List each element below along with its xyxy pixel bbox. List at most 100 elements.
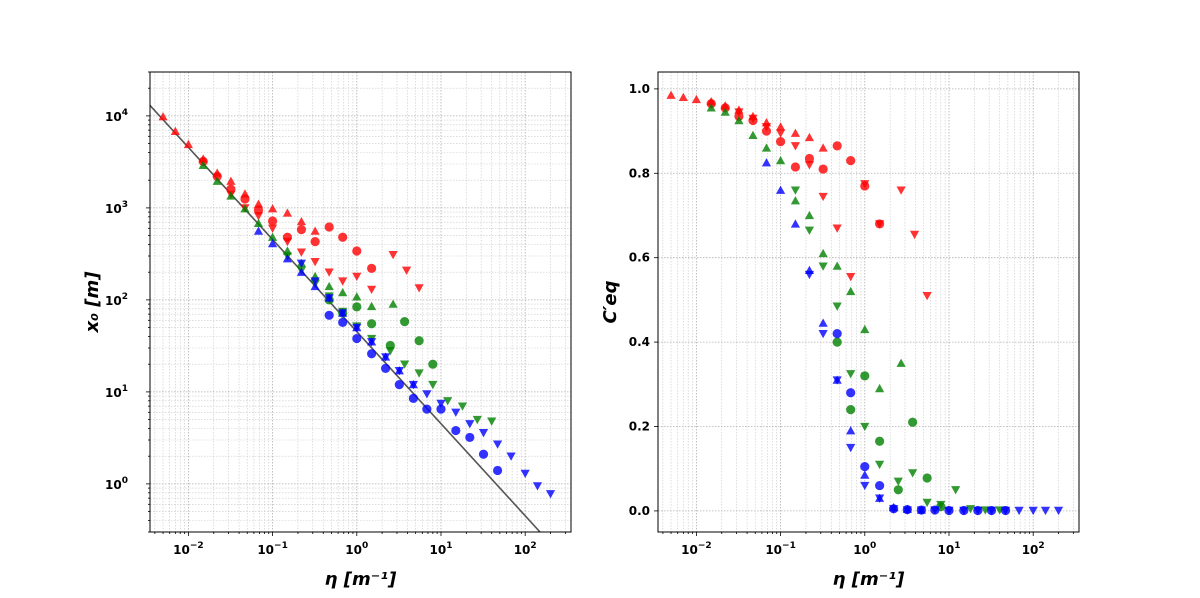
data-point <box>804 132 815 142</box>
data-point <box>324 222 334 232</box>
data-point <box>846 405 856 415</box>
data-point <box>860 470 870 479</box>
data-point <box>748 114 758 124</box>
data-point <box>720 107 730 116</box>
data-point <box>846 272 856 282</box>
data-point <box>472 415 482 425</box>
data-point <box>422 390 432 399</box>
data-point <box>253 199 264 208</box>
data-point <box>338 317 348 327</box>
x-axis-label: η [m⁻¹] <box>325 569 397 590</box>
data-point <box>324 294 334 303</box>
data-point <box>381 353 391 362</box>
data-point <box>267 204 278 213</box>
data-point <box>310 258 320 267</box>
data-point <box>922 473 932 483</box>
x-axis-label: η [m⁻¹] <box>833 569 905 590</box>
data-point <box>352 272 362 282</box>
data-point <box>212 171 222 181</box>
data-point <box>909 230 920 240</box>
data-point <box>267 216 278 226</box>
data-point <box>930 506 940 515</box>
series-8 <box>296 259 556 499</box>
data-point <box>832 302 842 311</box>
data-point <box>267 232 278 241</box>
y-axis-label: C′eq <box>600 280 621 323</box>
data-point <box>414 336 424 346</box>
data-point <box>875 436 885 446</box>
data-point <box>790 162 801 172</box>
data-point <box>408 380 418 390</box>
data-point <box>367 263 377 273</box>
data-point <box>846 443 856 453</box>
series-4 <box>832 337 946 512</box>
y-tick-label: 0.2 <box>629 419 650 433</box>
data-point <box>465 432 475 443</box>
y-tick-label: 0.6 <box>629 251 650 265</box>
data-point <box>936 500 946 510</box>
data-point <box>860 324 870 334</box>
y-tick-label: 0.8 <box>629 166 650 180</box>
data-point <box>422 404 432 414</box>
data-point <box>324 281 334 291</box>
data-point <box>860 461 870 472</box>
data-point <box>267 238 278 248</box>
data-point <box>908 469 918 478</box>
data-point <box>761 123 772 132</box>
data-point <box>1000 506 1011 516</box>
data-point <box>804 210 815 220</box>
data-point <box>408 393 418 403</box>
data-point <box>253 212 264 221</box>
y-tick-label: 1.0 <box>629 82 650 96</box>
data-point <box>324 268 334 277</box>
data-point <box>846 388 856 398</box>
data-point <box>896 186 906 195</box>
data-point <box>804 226 815 235</box>
data-point <box>846 370 856 379</box>
data-point <box>666 90 676 99</box>
data-point <box>282 254 293 263</box>
data-point <box>875 480 885 491</box>
data-point <box>443 397 453 406</box>
data-point <box>893 485 903 495</box>
data-point <box>691 94 701 104</box>
data-point <box>428 380 438 390</box>
data-point <box>908 417 918 427</box>
data-point <box>818 164 828 174</box>
data-point <box>532 482 543 491</box>
data-point <box>832 337 842 347</box>
data-point <box>367 285 377 295</box>
data-point <box>790 128 801 137</box>
data-point <box>367 301 377 311</box>
data-point <box>170 126 180 135</box>
data-point <box>818 318 828 327</box>
series-3 <box>706 103 906 393</box>
data-point <box>875 220 885 229</box>
y-axis-label: x₀ [m] <box>82 271 103 334</box>
data-point <box>267 224 278 233</box>
data-point <box>296 216 307 226</box>
data-point <box>860 481 870 491</box>
data-point <box>1014 506 1024 516</box>
data-point <box>367 338 377 347</box>
data-point <box>282 208 293 217</box>
data-point <box>296 248 307 257</box>
data-point <box>310 226 320 235</box>
data-point <box>775 137 786 147</box>
series-1 <box>706 99 885 229</box>
data-point <box>381 363 391 374</box>
data-point <box>875 494 885 503</box>
data-point <box>324 310 334 320</box>
data-point <box>352 302 362 312</box>
data-point <box>818 143 828 152</box>
data-point <box>832 261 842 270</box>
data-point <box>832 376 842 385</box>
data-point <box>748 130 758 139</box>
data-point <box>401 266 412 275</box>
data-point <box>922 291 932 301</box>
data-point <box>959 506 969 516</box>
data-point <box>832 224 842 233</box>
data-point <box>352 292 362 301</box>
data-point <box>860 422 870 432</box>
data-point <box>394 367 404 376</box>
